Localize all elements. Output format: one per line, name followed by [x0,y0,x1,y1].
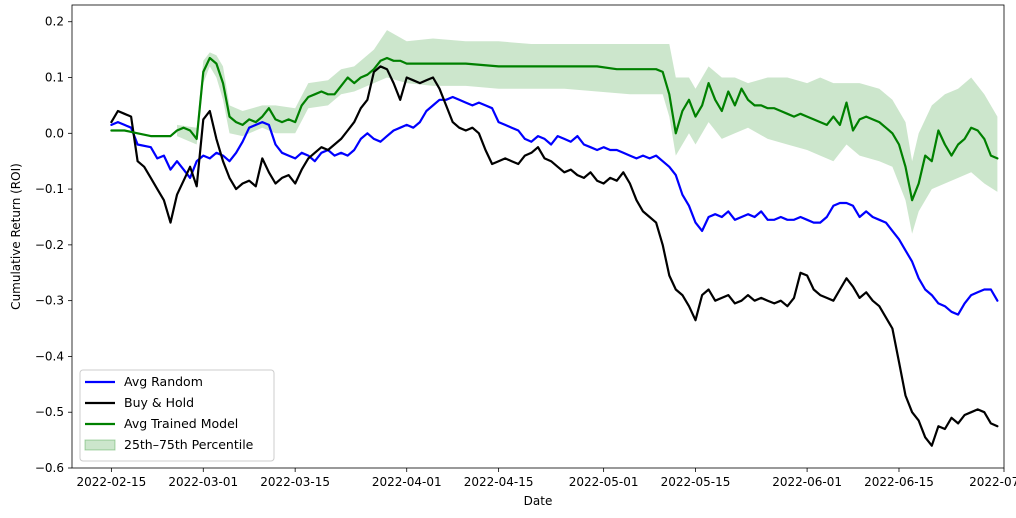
y-tick-label: −0.4 [35,349,64,363]
series-line-buy-hold [110,65,999,447]
y-tick-label: −0.3 [35,294,64,308]
y-axis-ticks: −0.6 −0.5 −0.4 −0.3 −0.2 −0.1 0.0 0.1 0.2 [35,15,72,475]
x-axis-ticks: 2022-02-15 2022-03-01 2022-03-15 2022-04-01… [77,468,1016,489]
legend-label: Avg Trained Model [124,416,238,431]
x-axis-label: Date [524,494,553,508]
y-axis-label: Cumulative Return (ROI) [9,163,23,310]
percentile-band-layer [177,30,998,234]
y-tick-label: −0.2 [35,238,64,252]
x-tick-label: 2022-06-15 [864,475,934,489]
plot-frame [71,4,1005,469]
legend-label: Buy & Hold [124,395,194,410]
legend: Avg Random Buy & Hold Avg Trained Model 25t… [79,369,275,462]
y-tick-label: 0.2 [45,15,64,29]
legend-label: 25th–75th Percentile [124,437,254,452]
y-tick-label: 0.0 [45,126,64,140]
x-tick-label: 2022-06-01 [772,475,842,489]
percentile-band [177,30,998,234]
x-tick-label: 2022-02-15 [77,475,147,489]
series-lines-layer [110,56,999,447]
legend-label: Avg Random [124,374,203,389]
series-line-avg-trained-model [110,56,999,202]
y-tick-label: 0.1 [45,71,64,85]
legend-swatch [84,439,116,451]
x-tick-label: 2022-03-15 [260,475,330,489]
y-tick-label: −0.1 [35,182,64,196]
x-tick-label: 2022-03-01 [168,475,238,489]
legend-box [79,369,275,462]
y-tick-label: −0.6 [35,461,64,475]
series-line-avg-random [110,95,999,316]
x-tick-label: 2022-05-01 [569,475,639,489]
y-tick-label: −0.5 [35,405,64,419]
x-tick-label: 2022-04-15 [464,475,534,489]
x-tick-label: 2022-04-01 [372,475,442,489]
x-tick-label: 2022-05-15 [661,475,731,489]
x-tick-label: 2022-07-01 [969,475,1016,489]
